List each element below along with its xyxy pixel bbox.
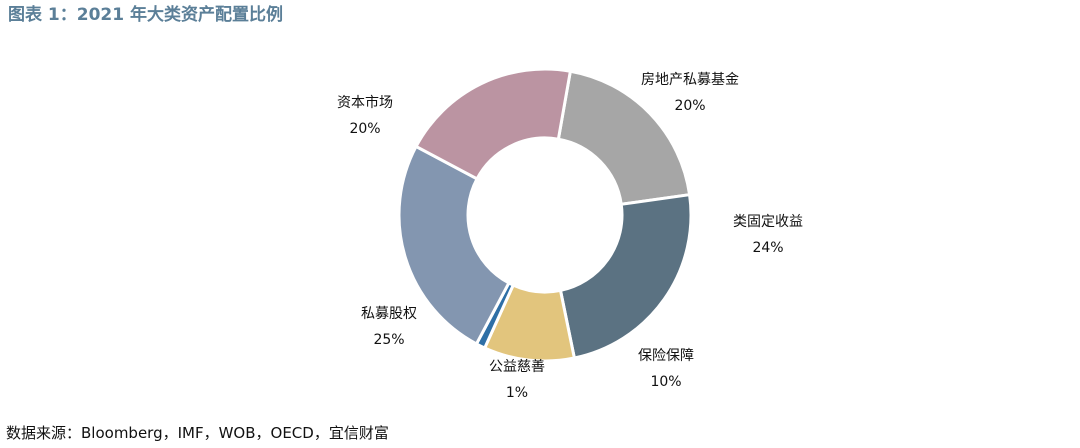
slice-value-label: 20%: [674, 98, 705, 114]
donut-slice: [556, 69, 692, 206]
slice-category-label: 房地产私募基金: [641, 71, 739, 88]
slice-value-label: 20%: [349, 121, 380, 137]
data-source: 数据来源：Bloomberg，IMF，WOB，OECD，宜信财富: [6, 424, 389, 442]
slice-value-label: 25%: [373, 332, 404, 348]
donut-slice: [397, 144, 511, 346]
slice-value-label: 24%: [752, 240, 783, 256]
slice-labels: 房地产私募基金 20% 类固定收益 24% 保险保障 10% 公益慈善 1% 私募股权 25% 资本…: [337, 71, 803, 401]
slice-category-label: 类固定收益: [733, 214, 803, 230]
donut-slice: [558, 192, 693, 360]
slice-category-label: 保险保障: [638, 348, 694, 364]
slice-category-label: 资本市场: [337, 94, 393, 111]
donut-slices: [397, 67, 693, 363]
donut-slice: [414, 67, 573, 181]
slice-value-label: 10%: [650, 374, 681, 390]
chart-title: 图表 1：2021 年大类资产配置比例: [8, 5, 283, 25]
slice-category-label: 公益慈善: [489, 359, 545, 375]
slice-value-label: 1%: [506, 385, 528, 401]
slice-category-label: 私募股权: [361, 306, 417, 322]
